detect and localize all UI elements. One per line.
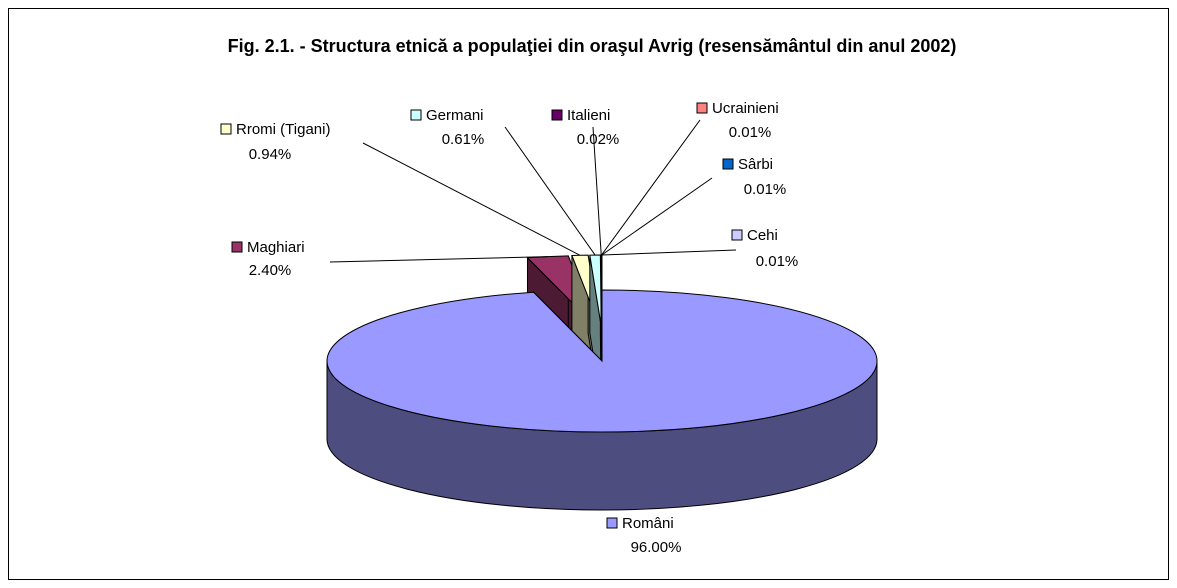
category-label: Ucrainieni xyxy=(712,100,779,117)
leader-line xyxy=(329,256,548,263)
legend-key xyxy=(220,123,232,135)
category-label: Rromi (Tigani) xyxy=(236,121,330,138)
slice-top xyxy=(589,254,602,327)
value-label: 0.02% xyxy=(577,131,620,148)
value-label: 0.01% xyxy=(729,124,772,141)
category-label: Germani xyxy=(426,107,484,124)
leader-line xyxy=(601,119,701,256)
legend-key xyxy=(722,158,734,170)
pie-slice xyxy=(326,289,878,511)
value-label: 2.40% xyxy=(249,262,292,279)
value-label: 0.94% xyxy=(249,146,292,163)
category-label: Români xyxy=(622,515,674,532)
legend-key xyxy=(696,102,708,114)
category-label: Italieni xyxy=(567,107,610,124)
legend-key xyxy=(731,229,743,241)
value-label: 0.61% xyxy=(442,131,485,148)
value-label: 0.01% xyxy=(744,181,787,198)
leader-line xyxy=(592,126,602,256)
category-label: Sârbi xyxy=(738,156,773,173)
legend-key xyxy=(410,109,422,121)
value-label: 0.01% xyxy=(756,253,799,270)
legend-key xyxy=(606,517,618,529)
category-label: Maghiari xyxy=(247,239,305,256)
leader-line xyxy=(362,142,581,256)
leader-line xyxy=(504,126,596,256)
value-label: 96.00% xyxy=(631,539,682,556)
leader-line xyxy=(601,249,737,256)
slice-top xyxy=(326,289,878,433)
category-label: Cehi xyxy=(747,227,778,244)
leader-line xyxy=(601,177,713,256)
legend-key xyxy=(231,241,243,253)
legend-key xyxy=(551,109,563,121)
chart-title: Fig. 2.1. - Structura etnică a populaţie… xyxy=(228,36,957,56)
